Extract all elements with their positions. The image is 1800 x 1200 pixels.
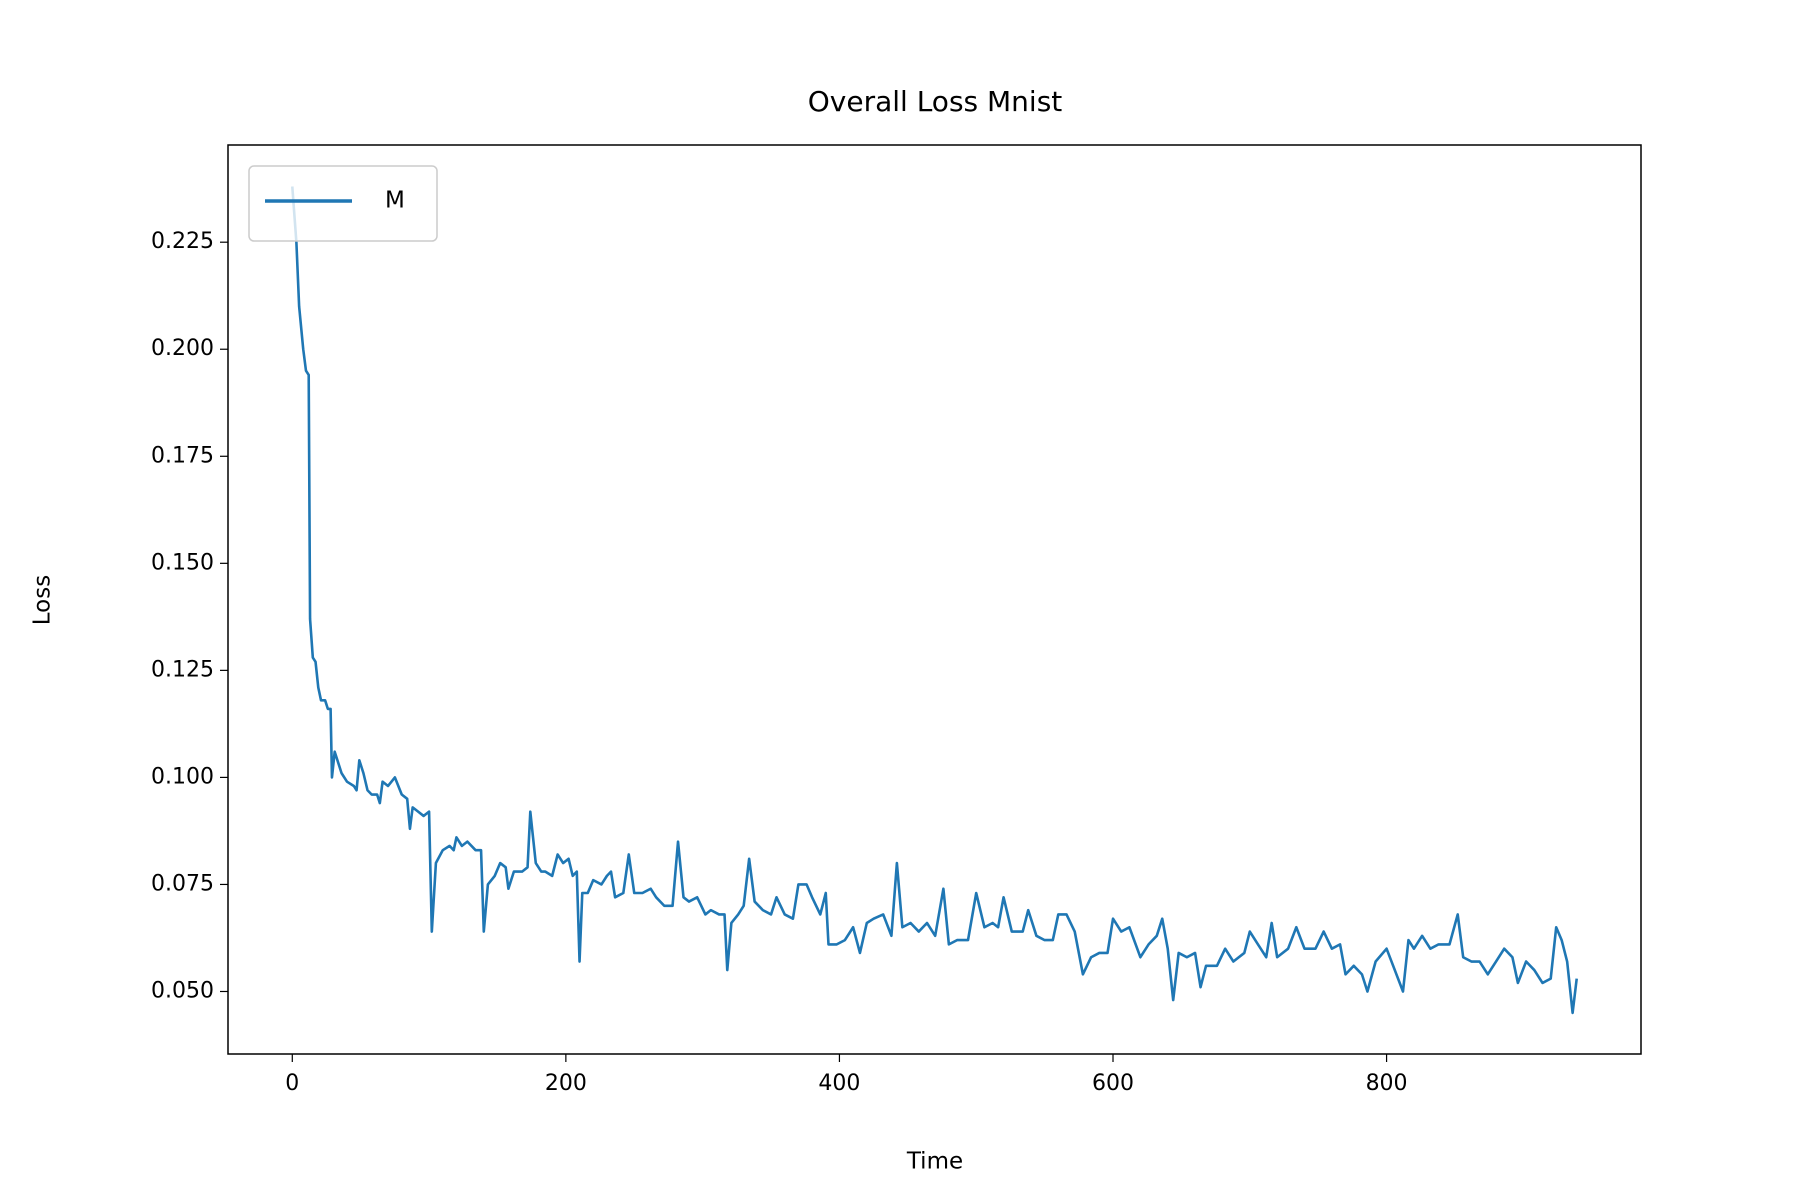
y-tick-label: 0.200 xyxy=(151,336,214,361)
y-tick-label: 0.075 xyxy=(151,871,214,896)
chart-title: Overall Loss Mnist xyxy=(808,85,1063,118)
plot-frame xyxy=(227,144,1642,1055)
x-axis-label: Time xyxy=(906,1149,963,1175)
y-tick-label: 0.050 xyxy=(151,978,214,1003)
data-line xyxy=(290,186,1579,1015)
x-tick-label: 800 xyxy=(1366,1071,1408,1096)
legend-box xyxy=(248,165,438,242)
x-tick-label: 400 xyxy=(818,1071,860,1096)
x-tick-label: 200 xyxy=(545,1071,587,1096)
y-tick-label: 0.100 xyxy=(151,764,214,789)
y-tick-label: 0.150 xyxy=(151,550,214,575)
x-tick-label: 600 xyxy=(1092,1071,1134,1096)
legend-label: M xyxy=(385,188,405,214)
y-axis-label: Loss xyxy=(30,575,56,625)
y-tick-label: 0.125 xyxy=(151,657,214,682)
y-tick-label: 0.175 xyxy=(151,443,214,468)
y-tick-label: 0.225 xyxy=(151,229,214,254)
x-tick-label: 0 xyxy=(285,1071,299,1096)
